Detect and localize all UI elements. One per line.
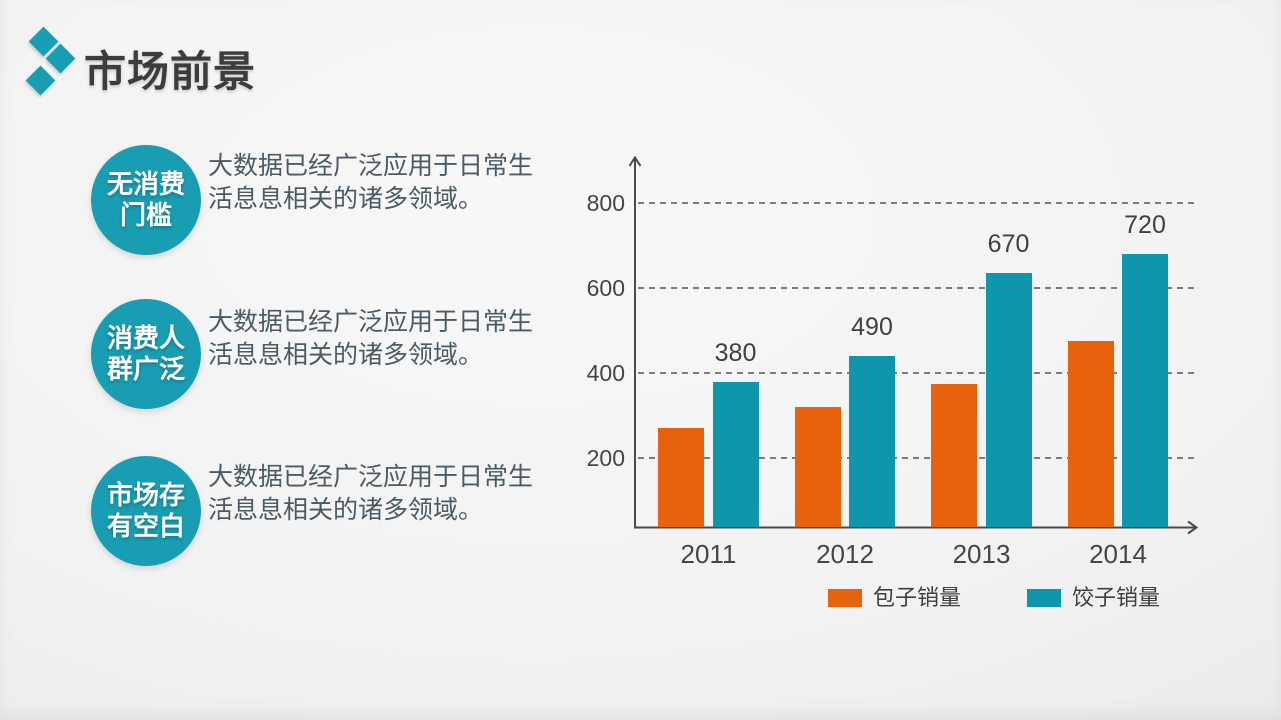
chart-legend: 包子销量 饺子销量 [828,586,1160,610]
bar-series1-2012 [794,407,841,527]
feature-badge-1-line2: 门槛 [119,200,172,230]
bar-series2-2014 [1122,254,1168,527]
bar-value-label-2014: 720 [1124,211,1166,239]
x-label-2014: 2014 [1089,539,1147,569]
feature-badge-3-line1: 市场存 [106,480,185,510]
legend-label-baozi: 包子销量 [873,585,962,610]
x-label-2011: 2011 [680,539,737,569]
bar-value-label-2011: 380 [714,338,757,367]
bar-series2-2013 [985,273,1032,527]
feature-text-2: 大数据已经广泛应用于日常生活息息相关的诸多领域。 [208,309,534,369]
y-tick-200: 200 [586,445,625,471]
feature-badge-3-line2: 有空白 [106,511,185,541]
page-title: 市场前景 [84,48,257,95]
feature-text-3: 大数据已经广泛应用于日常生活息息相关的诸多领域。 [208,464,534,524]
bar-series1-2011 [658,428,704,527]
feature-badge-2: 消费人 群广泛 [91,299,201,409]
feature-badge-1-line1: 无消费 [106,169,185,199]
bar-series1-2014 [1067,341,1114,527]
x-label-2013: 2013 [952,539,1011,569]
bar-series2-2011 [712,381,759,527]
legend-swatch-jiaozi [1027,589,1062,607]
bar-value-label-2012: 490 [851,313,893,341]
y-axis-arrow-icon [628,155,642,167]
feature-text-1: 大数据已经广泛应用于日常生活息息相关的诸多领域。 [208,153,534,213]
feature-badge-3: 市场存 有空白 [91,456,201,566]
bar-series2-2012 [849,356,895,527]
y-tick-400: 400 [586,360,625,386]
feature-badge-2-line2: 群广泛 [106,354,185,384]
y-tick-600: 600 [586,275,625,301]
bar-value-label-2013: 670 [987,230,1030,259]
legend-item-jiaozi: 饺子销量 [1027,586,1160,610]
x-axis-arrow-icon [1187,520,1199,535]
legend-item-baozi: 包子销量 [828,586,961,610]
y-tick-800: 800 [586,190,625,216]
feature-badge-2-line1: 消费人 [106,323,185,353]
legend-swatch-baozi [828,589,862,607]
x-label-2012: 2012 [816,539,874,569]
bar-series1-2013 [931,383,977,527]
legend-label-jiaozi: 饺子销量 [1072,585,1161,610]
feature-badge-1: 无消费 门槛 [91,145,201,255]
